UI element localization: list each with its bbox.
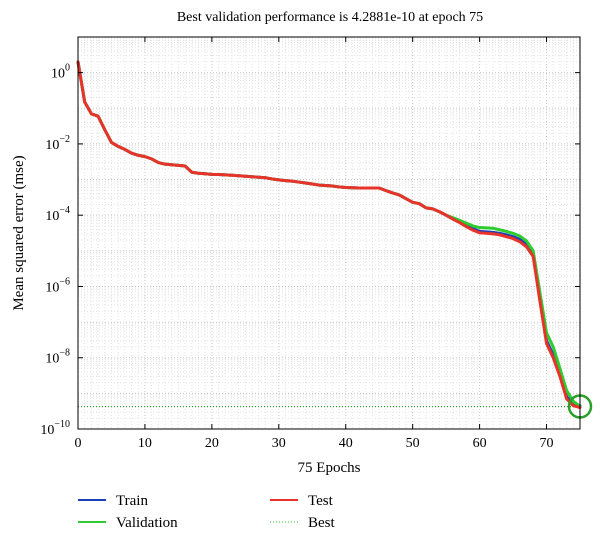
grid (78, 37, 580, 429)
x-tick-label: 30 (272, 436, 286, 451)
x-tick-label: 50 (406, 436, 420, 451)
x-tick-label: 40 (339, 436, 353, 451)
legend: Train Validation Test Best (78, 493, 336, 531)
x-tick-label: 20 (205, 436, 219, 451)
x-tick-label: 60 (473, 436, 487, 451)
plot-lines (76, 37, 593, 429)
legend-label-validation: Validation (116, 515, 178, 531)
axis-ticks: 0 10 20 30 40 50 60 70 100 10−2 10−4 10−6 10−8 10−10 (40, 37, 580, 451)
y-tick-label: 10−4 (45, 205, 70, 224)
chart-title: Best validation performance is 4.2881e-1… (177, 10, 483, 25)
y-tick-label: 100 (51, 63, 70, 82)
y-tick-label: 10−8 (45, 348, 70, 367)
legend-label-test: Test (308, 493, 334, 509)
x-tick-label: 70 (540, 436, 554, 451)
x-tick-label: 0 (75, 436, 82, 451)
y-axis-label: Mean squared error (mse) (11, 155, 27, 310)
x-axis-label: 75 Epochs (298, 460, 361, 476)
legend-label-train: Train (116, 493, 148, 509)
series-line-test (76, 60, 582, 410)
y-tick-label: 10−6 (45, 276, 70, 295)
plot-frame (77, 36, 581, 430)
y-tick-label: 10−10 (40, 419, 70, 438)
y-tick-label: 10−2 (45, 134, 70, 153)
legend-label-best: Best (308, 515, 336, 531)
x-tick-label: 10 (138, 436, 152, 451)
